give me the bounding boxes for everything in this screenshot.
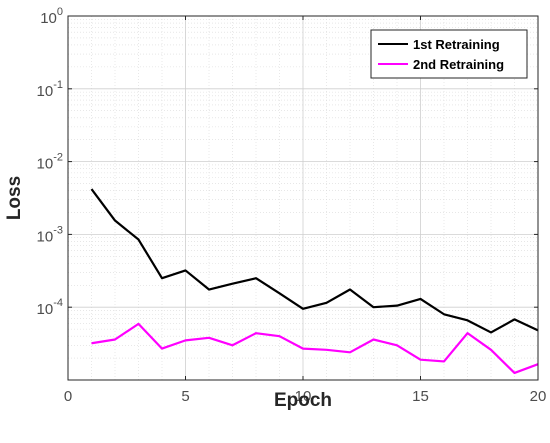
legend-label-2nd-retraining: 2nd Retraining	[413, 57, 504, 72]
y-axis-title: Loss	[4, 176, 25, 220]
x-axis-ticks: 0 5 10 15 20	[64, 16, 547, 405]
series-line-1st-retraining	[90, 188, 539, 334]
x-tick-label: 5	[181, 388, 189, 405]
y-tick-label: 100	[40, 6, 63, 27]
x-tick-label: 10	[295, 388, 312, 405]
y-tick-label: 10-3	[37, 224, 63, 245]
series-layer	[90, 188, 539, 375]
x-tick-label: 15	[412, 388, 429, 405]
y-tick-label: 10-1	[37, 79, 63, 100]
series-line-2nd-retraining	[91, 322, 539, 375]
y-axis-ticks: 10-4 10-3 10-2 10-1 100	[37, 6, 538, 318]
x-tick-label: 20	[530, 388, 547, 405]
legend-box	[370, 29, 528, 79]
y-tick-label: 10-4	[37, 297, 63, 318]
x-axis-title: Epoch	[274, 390, 332, 411]
legend-label-1st-retraining: 1st Retraining	[413, 37, 500, 52]
legend: 1st Retraining 2nd Retraining	[370, 29, 528, 79]
y-tick-label: 10-2	[37, 152, 63, 173]
x-tick-label: 0	[64, 388, 72, 405]
